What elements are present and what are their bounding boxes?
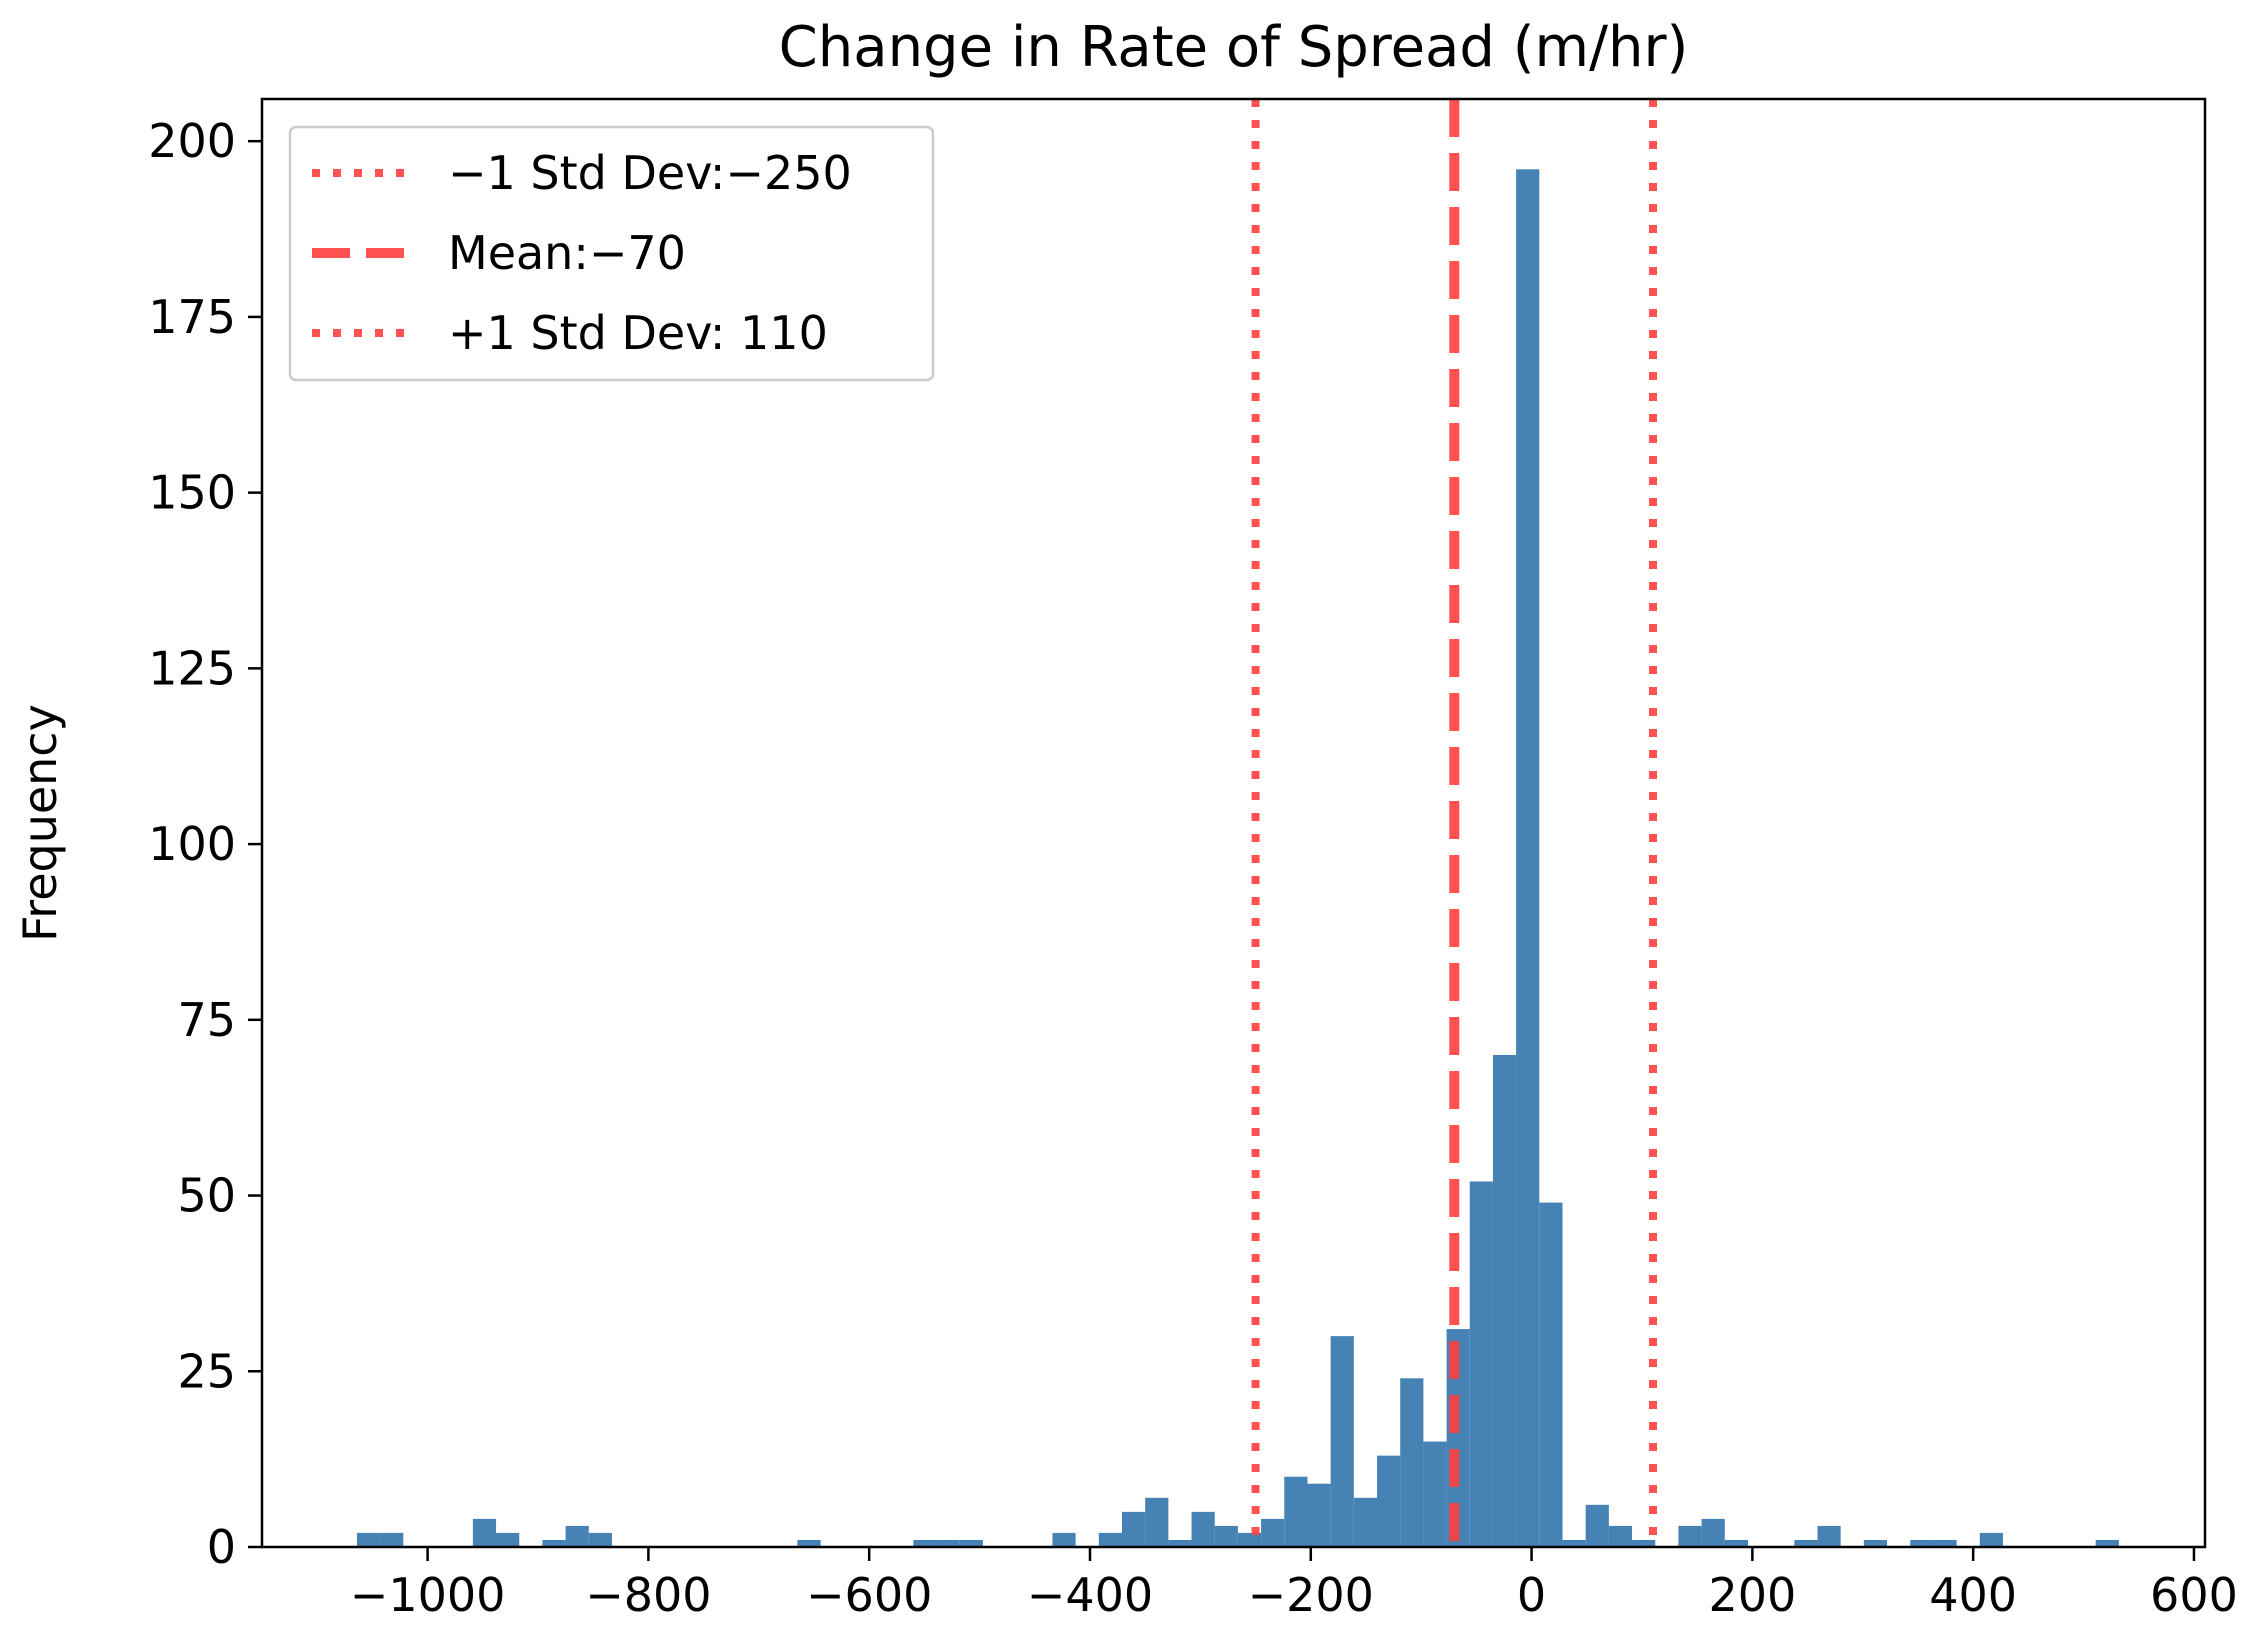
histogram-bar xyxy=(1632,1539,1656,1547)
histogram-bar xyxy=(1794,1539,1818,1547)
histogram-bar xyxy=(797,1539,821,1547)
y-tick-label: 50 xyxy=(177,1169,236,1223)
mean-legend-label: Mean:−70 xyxy=(448,226,686,280)
histogram-bar xyxy=(1052,1532,1076,1547)
histogram-bar xyxy=(1191,1511,1215,1547)
x-tick-label: 600 xyxy=(2150,1568,2238,1622)
x-tick-label: −800 xyxy=(585,1568,711,1622)
histogram-bar xyxy=(1492,1054,1517,1547)
histogram-bar xyxy=(1145,1497,1169,1547)
histogram-bar xyxy=(2095,1539,2119,1547)
y-axis-ticks: 0 25 50 75 100 125 150 175 200 xyxy=(148,114,262,1574)
y-tick-label: 125 xyxy=(148,641,236,695)
histogram-bar xyxy=(542,1539,566,1547)
plus-1-std-legend-label: +1 Std Dev: 110 xyxy=(448,306,828,360)
histogram-bar xyxy=(1724,1539,1748,1547)
legend: −1 Std Dev:−250 Mean:−70 +1 Std Dev: 110 xyxy=(288,125,935,382)
y-tick-label: 200 xyxy=(148,114,236,168)
histogram-bar xyxy=(380,1532,404,1547)
y-tick-label: 150 xyxy=(148,466,236,520)
x-tick-label: 0 xyxy=(1517,1568,1546,1622)
histogram-bar xyxy=(1562,1539,1586,1547)
histogram-bar xyxy=(913,1539,937,1547)
y-tick-label: 175 xyxy=(148,290,236,344)
y-tick-label: 75 xyxy=(177,993,236,1047)
histogram-bar xyxy=(496,1532,520,1547)
histogram-bar xyxy=(1701,1518,1725,1547)
x-axis-ticks: −1000 −800 −600 −400 −200 0 200 400 600 xyxy=(350,1547,2238,1622)
histogram-bar xyxy=(1469,1181,1493,1547)
histogram-bar xyxy=(1353,1497,1378,1547)
legend-box xyxy=(288,125,935,382)
histogram-bar xyxy=(936,1539,960,1547)
histogram-bar xyxy=(1979,1532,2003,1547)
histogram-bar xyxy=(1121,1511,1146,1547)
x-tick-label: −400 xyxy=(1027,1568,1153,1622)
axes-frame xyxy=(260,97,2207,1549)
bars-layer xyxy=(356,169,2119,1547)
minus-1-std-legend-label: −1 Std Dev:−250 xyxy=(448,146,852,200)
histogram-bar xyxy=(1678,1525,1702,1547)
reference-lines-layer xyxy=(1251,99,1658,1547)
histogram-bar xyxy=(1863,1539,1888,1547)
histogram-bar xyxy=(1307,1483,1331,1547)
histogram-bar xyxy=(1423,1441,1447,1547)
histogram-bar xyxy=(1168,1539,1192,1547)
histogram-bar xyxy=(1910,1539,1934,1547)
histogram-bar xyxy=(1585,1504,1609,1547)
histogram-bar xyxy=(1214,1525,1238,1547)
histogram-bar xyxy=(1539,1202,1563,1547)
histogram-bar xyxy=(1516,169,1540,1547)
histogram-bar xyxy=(959,1539,983,1547)
histogram-bar xyxy=(565,1525,589,1547)
histogram-bar xyxy=(1098,1532,1122,1547)
histogram-bar xyxy=(356,1532,381,1547)
x-tick-label: −1000 xyxy=(350,1568,506,1622)
histogram-bar xyxy=(1284,1476,1308,1547)
histogram-bar xyxy=(472,1518,497,1547)
x-tick-label: −200 xyxy=(1248,1568,1374,1622)
chart-title: Change in Rate of Spread (m/hr) xyxy=(779,15,1689,80)
histogram-bar xyxy=(588,1532,612,1547)
histogram-bar xyxy=(1817,1525,1841,1547)
histogram-bar xyxy=(1608,1525,1633,1547)
histogram-bar xyxy=(1933,1539,1957,1547)
histogram-bar xyxy=(1237,1532,1262,1547)
histogram-bar xyxy=(1261,1518,1285,1547)
x-tick-label: −600 xyxy=(806,1568,932,1622)
y-tick-label: 0 xyxy=(207,1520,236,1574)
y-tick-label: 25 xyxy=(177,1344,236,1398)
histogram-bar xyxy=(1446,1329,1470,1547)
histogram-bar xyxy=(1377,1455,1401,1547)
histogram-bar xyxy=(1330,1336,1354,1547)
x-tick-label: 400 xyxy=(1929,1568,2017,1622)
y-tick-label: 100 xyxy=(148,817,236,871)
x-tick-label: 200 xyxy=(1708,1568,1796,1622)
histogram-bar xyxy=(1400,1378,1424,1547)
y-axis-label: Frequency xyxy=(13,704,67,942)
